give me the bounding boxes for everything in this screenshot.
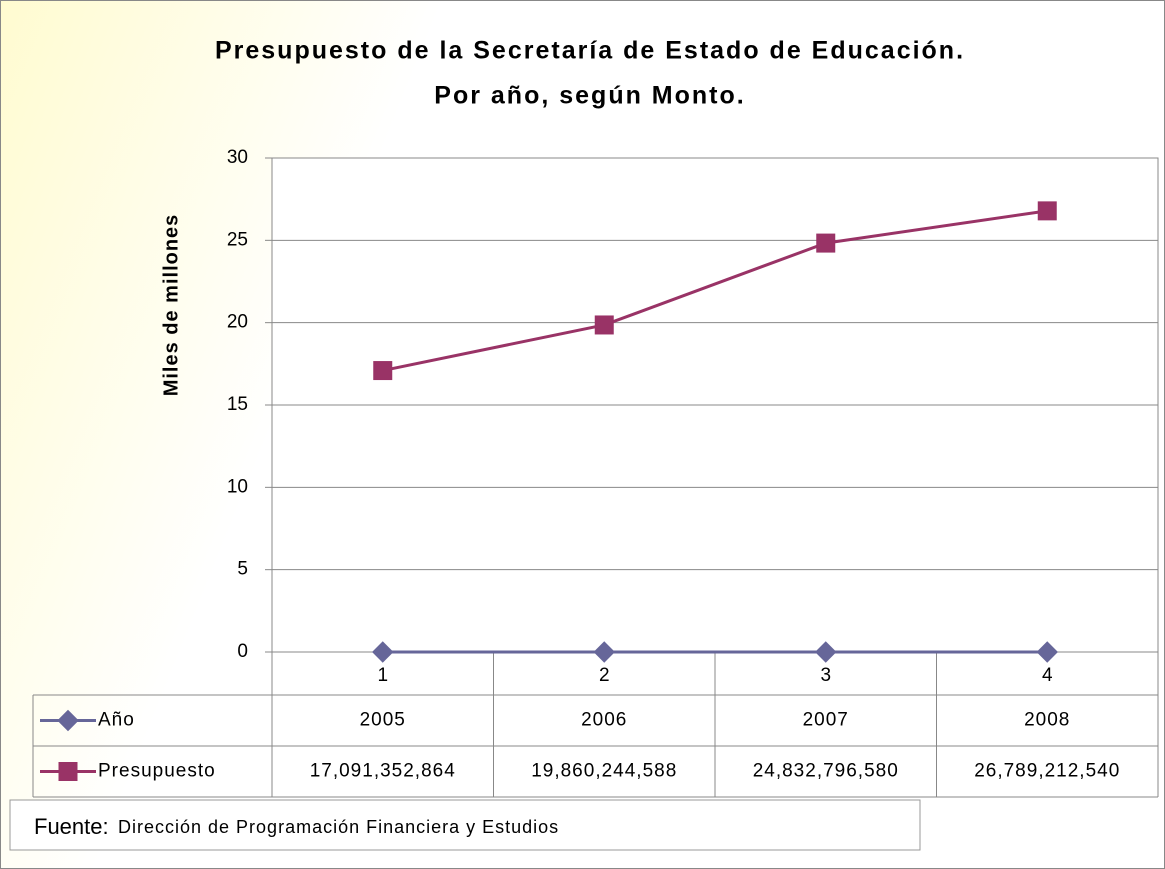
table-cell: 2005 [360, 710, 406, 731]
x-tick-label: 3 [820, 665, 831, 686]
source-text: Dirección de Programación Financiera y E… [118, 817, 559, 837]
legend-marker [58, 762, 78, 781]
legend-marker [57, 709, 79, 732]
data-point [593, 641, 615, 663]
data-point [816, 233, 836, 253]
y-axis-label: Miles de millones [160, 214, 182, 397]
y-tick-label: 0 [237, 641, 248, 662]
data-point [1037, 201, 1057, 221]
table-cell: 17,091,352,864 [310, 761, 456, 782]
table-cell: 2006 [581, 710, 627, 731]
data-point [1036, 641, 1058, 663]
data-point [373, 361, 393, 381]
data-point [815, 641, 837, 663]
legend-label: Presupuesto [98, 761, 216, 782]
table-cell: 2008 [1024, 710, 1070, 731]
x-tick-label: 4 [1042, 665, 1053, 686]
x-tick-label: 2 [599, 665, 610, 686]
y-tick-label: 5 [237, 559, 248, 580]
chart-subtitle: Por año, según Monto. [434, 82, 745, 110]
y-tick-label: 15 [227, 394, 248, 415]
x-tick-label: 1 [377, 665, 388, 686]
table-cell: 19,860,244,588 [531, 761, 677, 782]
y-tick-label: 30 [227, 147, 248, 168]
source-box [9, 799, 921, 851]
data-point [594, 315, 614, 335]
y-tick-label: 25 [227, 229, 248, 250]
source-label: Fuente: [34, 814, 109, 839]
y-tick-label: 10 [227, 476, 248, 497]
legend-label: Año [98, 710, 135, 731]
table-cell: 2007 [803, 710, 849, 731]
data-point [372, 641, 394, 663]
table-cell: 24,832,796,580 [753, 761, 899, 782]
chart-title: Presupuesto de la Secretaría de Estado d… [215, 37, 965, 65]
y-tick-label: 20 [227, 312, 248, 333]
series-line [382, 209, 1048, 373]
table-cell: 26,789,212,540 [974, 761, 1120, 782]
